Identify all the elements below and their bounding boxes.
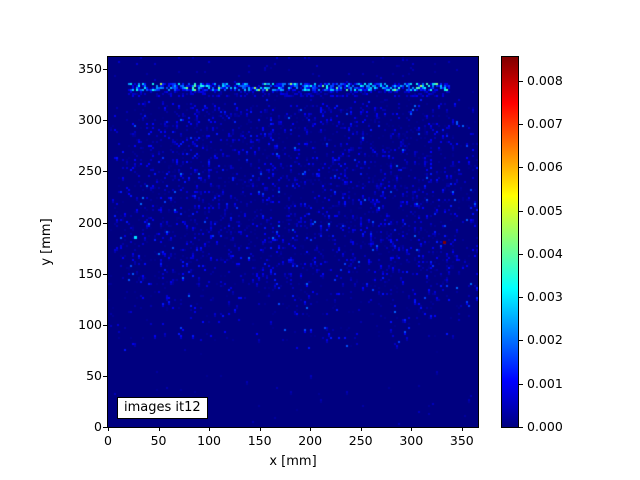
y-axis-label: y [mm]	[39, 218, 54, 266]
colorbar-tick-mark	[519, 210, 523, 212]
colorbar-tick-label: 0.002	[527, 332, 563, 348]
plot-axes-frame	[107, 56, 479, 428]
colorbar-tick-label: 0.005	[527, 202, 563, 218]
y-tick-label: 100	[78, 316, 102, 332]
colorbar-tick-mark	[519, 340, 523, 342]
y-tick-mark	[103, 222, 107, 224]
colorbar-tick-label: 0.007	[527, 116, 563, 132]
annotation-box: images it12	[117, 397, 208, 419]
colorbar-tick-label: 0.004	[527, 245, 563, 261]
x-tick-mark	[158, 427, 160, 431]
x-tick-mark	[461, 427, 463, 431]
x-tick-mark	[411, 427, 413, 431]
x-tick-mark	[310, 427, 312, 431]
colorbar-tick-label: 0.001	[527, 375, 563, 391]
y-tick-mark	[103, 273, 107, 275]
y-tick-mark	[103, 375, 107, 377]
x-tick-mark	[209, 427, 211, 431]
y-tick-mark	[103, 427, 107, 428]
y-tick-label: 50	[86, 367, 102, 383]
y-tick-label: 250	[78, 163, 102, 179]
x-tick-label: 250	[348, 433, 373, 448]
annotation-text: images it12	[124, 400, 201, 415]
y-tick-label: 200	[78, 214, 102, 230]
colorbar-tick-label: 0.000	[527, 419, 563, 434]
y-tick-mark	[103, 120, 107, 122]
colorbar-tick-mark	[519, 124, 523, 126]
x-tick-label: 150	[247, 433, 272, 448]
colorbar-tick-mark	[519, 80, 523, 82]
x-tick-mark	[360, 427, 362, 431]
colorbar-tick-label: 0.008	[527, 72, 563, 88]
x-tick-label: 50	[150, 433, 167, 448]
y-tick-label: 150	[78, 265, 102, 281]
x-tick-label: 300	[399, 433, 424, 448]
colorbar-tick-mark	[519, 297, 523, 299]
colorbar-tick-mark	[519, 427, 523, 428]
colorbar-tick-mark	[519, 383, 523, 385]
colorbar-tick-label: 0.003	[527, 289, 563, 305]
y-tick-label: 350	[78, 61, 102, 77]
x-tick-label: 100	[197, 433, 221, 448]
y-tick-mark	[103, 171, 107, 173]
x-tick-label: 0	[104, 433, 112, 448]
y-tick-label: 300	[78, 112, 102, 128]
colorbar-tick-mark	[519, 253, 523, 255]
y-tick-label: 0	[94, 419, 102, 434]
heatmap-canvas	[108, 57, 478, 427]
y-tick-mark	[103, 324, 107, 326]
colorbar-tick-mark	[519, 167, 523, 169]
x-tick-label: 200	[298, 433, 323, 448]
x-tick-mark	[259, 427, 261, 431]
x-axis-label: x [mm]	[269, 454, 317, 469]
x-tick-mark	[108, 427, 109, 431]
y-tick-mark	[103, 69, 107, 71]
colorbar-tick-label: 0.006	[527, 159, 563, 175]
x-tick-label: 350	[449, 433, 474, 448]
colorbar	[501, 56, 519, 428]
